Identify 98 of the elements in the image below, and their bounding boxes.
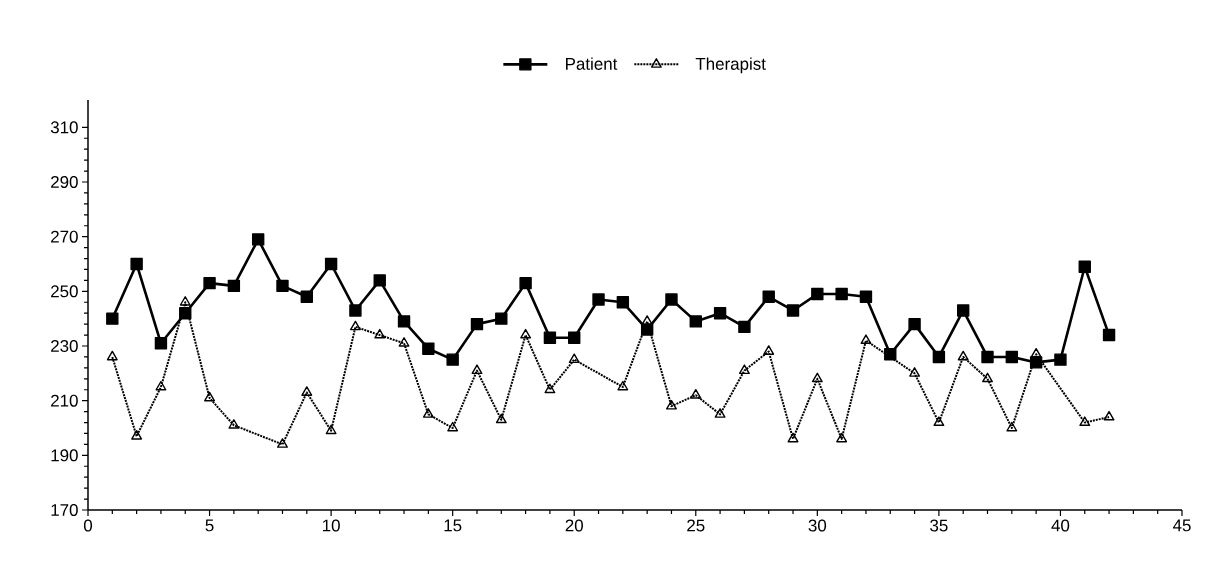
y-tick-label: 190 bbox=[51, 449, 78, 462]
point bbox=[373, 274, 386, 287]
point bbox=[471, 364, 483, 375]
point bbox=[811, 372, 823, 383]
point bbox=[762, 290, 775, 303]
point bbox=[665, 293, 678, 306]
x-tick-label: 10 bbox=[322, 519, 340, 532]
point bbox=[786, 304, 800, 317]
point bbox=[713, 307, 727, 320]
point bbox=[1005, 350, 1019, 364]
point bbox=[836, 432, 848, 443]
point bbox=[277, 438, 288, 448]
x-tick-label: 45 bbox=[1172, 519, 1191, 532]
y-tick-label: 290 bbox=[51, 176, 78, 188]
point bbox=[616, 296, 630, 309]
y-tick-label: 230 bbox=[51, 340, 78, 352]
y-tick-label: 170 bbox=[51, 504, 78, 516]
point bbox=[131, 430, 143, 440]
point bbox=[933, 416, 945, 426]
point bbox=[397, 315, 411, 328]
legend-label: Patient bbox=[566, 57, 618, 70]
point bbox=[690, 389, 702, 399]
point bbox=[763, 345, 775, 355]
x-tick-label: 30 bbox=[808, 519, 827, 532]
point bbox=[447, 421, 459, 432]
point bbox=[179, 307, 192, 320]
point bbox=[1102, 328, 1116, 342]
point bbox=[787, 432, 799, 443]
point bbox=[179, 296, 191, 306]
point bbox=[398, 337, 410, 347]
point bbox=[251, 233, 265, 246]
point bbox=[568, 331, 581, 344]
point bbox=[689, 315, 702, 328]
point bbox=[446, 353, 459, 366]
point bbox=[154, 337, 168, 350]
point bbox=[714, 408, 726, 418]
point bbox=[860, 334, 872, 344]
point bbox=[349, 304, 362, 317]
point bbox=[909, 367, 921, 377]
x-tick-label: 25 bbox=[687, 519, 705, 532]
legend-label: Therapist bbox=[695, 57, 766, 74]
point bbox=[301, 386, 313, 396]
point bbox=[859, 290, 873, 303]
point bbox=[982, 372, 993, 383]
point bbox=[520, 328, 532, 339]
point bbox=[349, 320, 361, 331]
point bbox=[324, 257, 338, 271]
point bbox=[519, 276, 532, 290]
y-tick-label: 210 bbox=[51, 394, 78, 407]
x-tick-label: 0 bbox=[83, 519, 93, 532]
point bbox=[1079, 416, 1091, 426]
x-tick-label: 5 bbox=[205, 519, 214, 532]
point bbox=[300, 290, 313, 303]
point bbox=[641, 315, 653, 325]
point bbox=[1054, 353, 1067, 366]
point bbox=[495, 312, 508, 325]
point bbox=[203, 276, 216, 290]
x-tick-label: 20 bbox=[565, 519, 583, 532]
point bbox=[495, 413, 507, 424]
point bbox=[738, 364, 750, 375]
point bbox=[884, 348, 897, 361]
x-tick-label: 15 bbox=[444, 519, 462, 532]
point bbox=[1103, 410, 1115, 421]
point bbox=[325, 424, 337, 435]
y-tick-label: 270 bbox=[51, 230, 78, 243]
point bbox=[1078, 260, 1091, 273]
point bbox=[228, 419, 240, 429]
point bbox=[1030, 348, 1042, 358]
x-tick-label: 40 bbox=[1051, 519, 1070, 532]
point bbox=[470, 317, 484, 331]
point bbox=[835, 287, 848, 301]
point bbox=[543, 331, 557, 344]
point bbox=[738, 320, 751, 334]
point bbox=[422, 342, 435, 355]
point bbox=[276, 279, 289, 293]
point bbox=[227, 279, 241, 293]
point bbox=[908, 317, 921, 331]
point bbox=[568, 353, 580, 364]
y-tick-label: 250 bbox=[51, 285, 78, 298]
point bbox=[811, 287, 824, 301]
point bbox=[204, 391, 216, 402]
point bbox=[981, 350, 994, 364]
point bbox=[106, 312, 119, 325]
point bbox=[957, 350, 969, 361]
x-tick-label: 35 bbox=[930, 519, 948, 532]
point bbox=[932, 350, 946, 364]
point bbox=[1006, 421, 1018, 432]
point bbox=[155, 380, 167, 391]
point bbox=[957, 304, 970, 317]
point bbox=[592, 293, 605, 306]
point bbox=[374, 328, 386, 339]
point bbox=[130, 257, 143, 271]
point bbox=[666, 399, 677, 410]
point bbox=[106, 350, 118, 361]
point bbox=[544, 383, 556, 394]
point bbox=[422, 408, 434, 418]
y-tick-label: 310 bbox=[50, 121, 78, 134]
point bbox=[617, 380, 629, 391]
